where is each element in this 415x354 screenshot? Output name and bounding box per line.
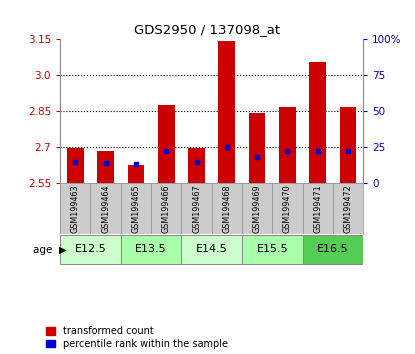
Text: GSM199466: GSM199466 (162, 184, 171, 233)
Bar (218, 41, 235, 183)
Text: GSM199465: GSM199465 (132, 184, 140, 233)
Bar (303, 235, 363, 264)
Legend: transformed count, percentile rank within the sample: transformed count, percentile rank withi… (46, 326, 228, 349)
Text: GSM199471: GSM199471 (313, 184, 322, 233)
Text: GSM199464: GSM199464 (101, 184, 110, 233)
Bar (242, 235, 303, 264)
Text: GSM199468: GSM199468 (222, 184, 231, 233)
Bar (339, 108, 356, 183)
Text: age: age (33, 245, 56, 255)
Text: GSM199467: GSM199467 (192, 184, 201, 233)
Text: E13.5: E13.5 (135, 244, 167, 254)
Bar (279, 108, 296, 183)
Text: E16.5: E16.5 (317, 244, 349, 254)
Text: GDS2950 / 137098_at: GDS2950 / 137098_at (134, 23, 281, 36)
Bar (181, 235, 242, 264)
Text: GSM199472: GSM199472 (344, 184, 352, 233)
Bar (249, 113, 266, 183)
Bar (121, 235, 181, 264)
Text: E12.5: E12.5 (75, 244, 106, 254)
Bar (97, 151, 114, 183)
Bar (309, 62, 326, 183)
Text: E15.5: E15.5 (256, 244, 288, 254)
Text: GSM199463: GSM199463 (71, 184, 80, 233)
Bar (158, 105, 175, 183)
Text: GSM199470: GSM199470 (283, 184, 292, 233)
Text: ▶: ▶ (59, 245, 66, 255)
Text: E14.5: E14.5 (196, 244, 227, 254)
Bar (188, 148, 205, 183)
Text: GSM199469: GSM199469 (253, 184, 261, 233)
Bar (60, 235, 121, 264)
Bar (127, 165, 144, 183)
Bar (67, 148, 84, 183)
